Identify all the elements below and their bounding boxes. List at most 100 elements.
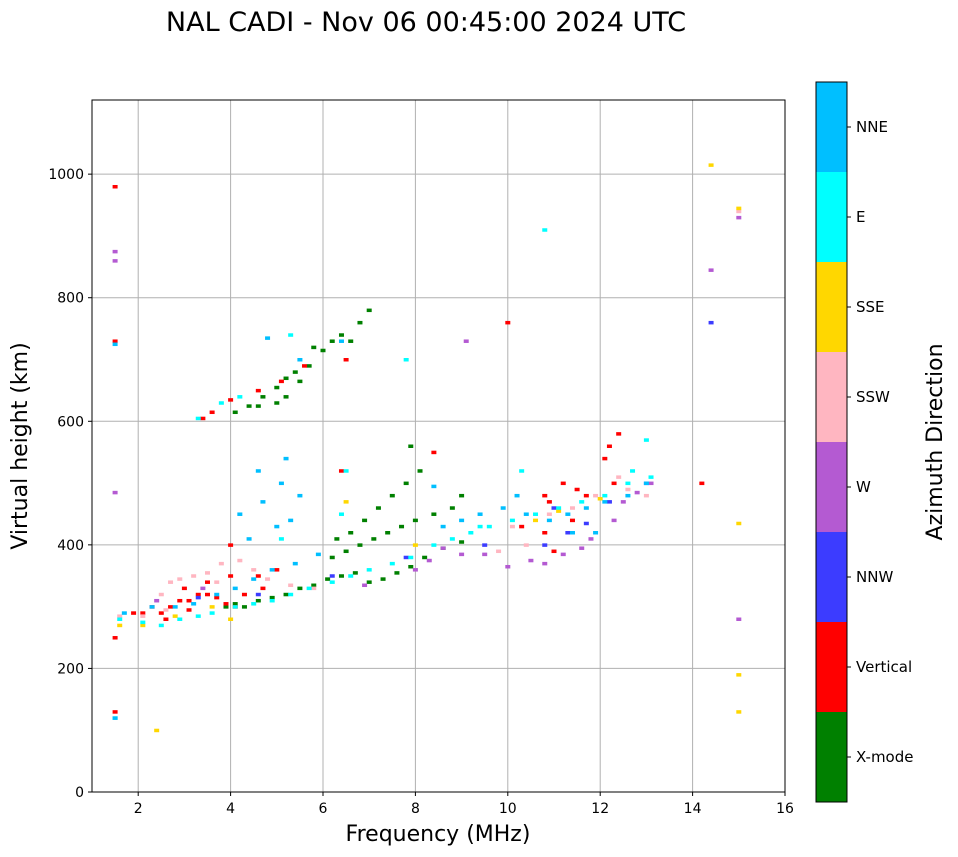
echo-point-x-mode bbox=[255, 404, 261, 408]
echo-point-e bbox=[117, 617, 123, 621]
echo-point-e bbox=[509, 518, 515, 523]
echo-point-x-mode bbox=[348, 531, 354, 535]
echo-point-x-mode bbox=[329, 339, 335, 343]
echo-point-e bbox=[195, 416, 201, 421]
echo-point-x-mode bbox=[366, 580, 372, 584]
echo-point-vertical bbox=[228, 543, 234, 547]
echo-point-nne bbox=[269, 568, 275, 572]
echo-point-x-mode bbox=[371, 537, 377, 541]
echo-point-x-mode bbox=[283, 376, 289, 381]
echo-point-vertical bbox=[228, 398, 234, 402]
echo-point-e bbox=[449, 537, 455, 541]
echo-point-e bbox=[468, 531, 474, 535]
echo-point-ssw bbox=[140, 614, 146, 618]
echo-point-w bbox=[440, 546, 446, 550]
echo-point-ssw bbox=[509, 524, 515, 529]
echo-point-nnw bbox=[195, 595, 201, 600]
echo-point-nnw bbox=[565, 531, 571, 535]
echo-point-vertical bbox=[542, 531, 548, 535]
echo-point-sse bbox=[736, 521, 742, 526]
echo-point-x-mode bbox=[422, 555, 428, 560]
echo-point-sse bbox=[736, 710, 742, 714]
echo-point-nne bbox=[583, 506, 589, 510]
echo-point-w bbox=[459, 552, 465, 557]
echo-point-x-mode bbox=[412, 518, 418, 523]
echo-point-nne bbox=[149, 605, 155, 609]
echo-point-w bbox=[736, 215, 742, 220]
echo-point-nne bbox=[431, 484, 437, 489]
echo-point-nne bbox=[593, 531, 599, 535]
echo-point-sse bbox=[228, 617, 234, 621]
data-points bbox=[112, 163, 742, 733]
echo-point-vertical bbox=[131, 611, 137, 615]
echo-point-ssw bbox=[163, 608, 169, 612]
echo-point-w bbox=[112, 490, 118, 495]
echo-point-e bbox=[556, 506, 562, 510]
y-tick-label: 0 bbox=[75, 785, 84, 801]
echo-point-w bbox=[736, 617, 742, 621]
echo-point-nne bbox=[191, 602, 197, 606]
echo-point-x-mode bbox=[338, 333, 344, 337]
colorbar-frame bbox=[815, 81, 848, 803]
echo-point-w bbox=[482, 552, 488, 557]
echo-point-ssw bbox=[593, 493, 599, 498]
echo-point-x-mode bbox=[459, 493, 465, 498]
echo-point-e bbox=[408, 555, 414, 560]
echo-point-nne bbox=[602, 500, 608, 504]
echo-point-vertical bbox=[112, 710, 118, 714]
echo-point-x-mode bbox=[320, 348, 326, 353]
echo-point-nne bbox=[514, 493, 520, 498]
echo-point-sse bbox=[154, 728, 160, 733]
echo-point-x-mode bbox=[408, 444, 414, 448]
echo-point-nne bbox=[440, 524, 446, 529]
echo-point-nne bbox=[288, 518, 294, 523]
echo-point-e bbox=[519, 469, 525, 473]
colorbar-segment bbox=[816, 712, 847, 802]
echo-point-vertical bbox=[274, 568, 280, 572]
echo-point-ssw bbox=[265, 577, 271, 581]
echo-point-vertical bbox=[343, 358, 349, 362]
echo-point-vertical bbox=[519, 524, 525, 529]
echo-point-ssw bbox=[311, 586, 317, 591]
echo-point-e bbox=[579, 500, 585, 504]
echo-point-sse bbox=[117, 623, 123, 628]
echo-point-w bbox=[542, 561, 548, 566]
echo-point-vertical bbox=[209, 410, 215, 415]
echo-point-vertical bbox=[583, 493, 589, 498]
echo-point-w bbox=[412, 568, 418, 572]
axis-ticks: 2 4 6 8 10 12 14 16 0 200 400 600 800 1000 bbox=[48, 167, 794, 817]
y-tick-label: 600 bbox=[57, 414, 84, 430]
echo-point-ssw bbox=[168, 580, 174, 584]
echo-point-ssw bbox=[625, 487, 631, 492]
echo-point-e bbox=[140, 620, 146, 625]
echo-point-vertical bbox=[616, 432, 622, 436]
echo-point-x-mode bbox=[246, 404, 252, 408]
x-tick-label: 10 bbox=[499, 801, 517, 817]
echo-point-sse bbox=[209, 605, 215, 609]
echo-point-ssw bbox=[569, 506, 575, 510]
echo-point-w bbox=[463, 339, 469, 343]
echo-point-vertical bbox=[168, 605, 174, 609]
x-tick-label: 2 bbox=[134, 801, 143, 817]
echo-point-vertical bbox=[205, 580, 210, 584]
echo-point-e bbox=[630, 469, 636, 473]
echo-point-e bbox=[288, 592, 294, 597]
echo-point-sse bbox=[736, 206, 742, 211]
echo-point-w bbox=[426, 558, 432, 563]
echo-point-x-mode bbox=[297, 379, 303, 384]
colorbar-segment bbox=[816, 262, 847, 352]
echo-point-nne bbox=[232, 586, 238, 591]
echo-point-ssw bbox=[218, 561, 224, 566]
echo-point-nne bbox=[546, 518, 552, 523]
echo-point-nne bbox=[338, 339, 344, 343]
echo-point-vertical bbox=[163, 617, 169, 621]
echo-point-vertical bbox=[278, 379, 284, 384]
colorbar-title: Azimuth Direction bbox=[923, 343, 948, 540]
echo-point-w bbox=[579, 546, 585, 550]
echo-point-nne bbox=[265, 336, 271, 340]
echo-point-vertical bbox=[338, 469, 344, 473]
colorbar-label: X-mode bbox=[856, 748, 913, 766]
echo-point-vertical bbox=[551, 549, 557, 554]
echo-point-sse bbox=[140, 623, 146, 628]
echo-point-nnw bbox=[708, 320, 714, 325]
